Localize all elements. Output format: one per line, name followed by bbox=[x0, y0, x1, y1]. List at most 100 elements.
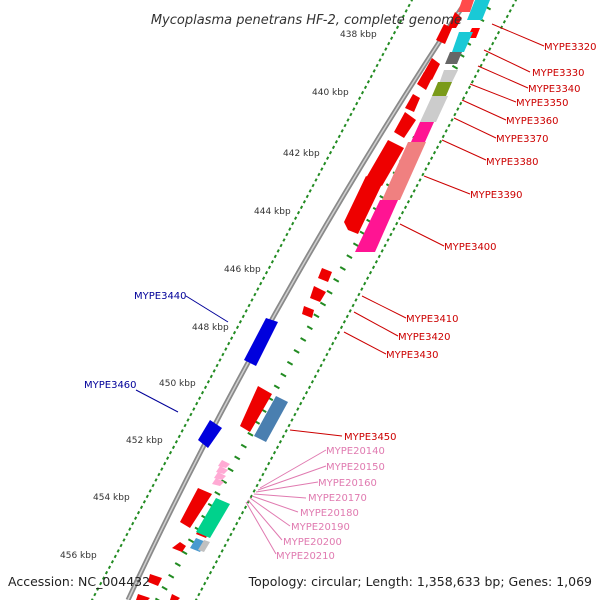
gene-arrow[interactable] bbox=[218, 460, 230, 468]
tick-dot bbox=[160, 467, 164, 471]
gene-label[interactable]: MYPE3330 bbox=[532, 68, 585, 79]
tick-dot bbox=[107, 565, 112, 570]
tick-dot bbox=[316, 369, 320, 373]
gene-arrow[interactable] bbox=[244, 318, 278, 366]
tick-dot bbox=[232, 527, 236, 531]
gene-label[interactable]: MYPE20170 bbox=[308, 493, 367, 504]
gene-label[interactable]: MYPE3320 bbox=[544, 42, 597, 53]
gene-arrow[interactable] bbox=[448, 12, 462, 28]
gene-label[interactable]: MYPE3410 bbox=[406, 314, 459, 325]
gene-label[interactable]: MYPE3370 bbox=[496, 134, 549, 145]
tick-dot bbox=[392, 227, 396, 231]
gene-arrow[interactable] bbox=[170, 594, 180, 600]
tick-dot bbox=[247, 303, 251, 308]
gene-arrow[interactable] bbox=[216, 466, 228, 474]
gene-label[interactable]: MYPE3430 bbox=[386, 350, 439, 361]
gene-label[interactable]: MYPE20180 bbox=[300, 508, 359, 519]
gene-arrow[interactable] bbox=[172, 542, 186, 552]
gene-label[interactable]: MYPE3420 bbox=[398, 332, 451, 343]
gene-arrow[interactable] bbox=[394, 112, 416, 138]
tick-dot bbox=[302, 396, 306, 400]
tick-dash bbox=[168, 573, 175, 579]
gene-label[interactable]: MYPE20190 bbox=[291, 522, 350, 533]
gene-labels-red: MYPE3320 MYPE3330 MYPE3340 MYPE3350 MYPE… bbox=[344, 42, 597, 443]
gene-arrow[interactable] bbox=[310, 286, 326, 302]
gene-arrow[interactable] bbox=[302, 306, 314, 318]
gene-arrow[interactable] bbox=[240, 386, 272, 432]
gene-block[interactable] bbox=[467, 0, 490, 20]
tick-dot bbox=[363, 85, 368, 90]
genome-backbone-highlight bbox=[127, 0, 468, 600]
gene-label[interactable]: MYPE3350 bbox=[516, 98, 569, 109]
kbp-label: 452 kbp bbox=[126, 436, 163, 446]
gene-arrow[interactable] bbox=[344, 176, 382, 234]
tick-dot bbox=[311, 183, 315, 188]
outer-tick-dots bbox=[90, 0, 414, 600]
gene-arrow[interactable] bbox=[212, 478, 224, 486]
gene-arrow[interactable] bbox=[405, 94, 420, 112]
tick-dot bbox=[116, 549, 120, 553]
tick-dot bbox=[387, 41, 391, 46]
gene-label[interactable]: MYPE3460 bbox=[84, 380, 137, 391]
tick-dot bbox=[261, 472, 265, 477]
tick-dot bbox=[238, 320, 242, 324]
gene-label[interactable]: MYPE20210 bbox=[276, 551, 335, 562]
gene-block[interactable] bbox=[196, 498, 230, 538]
gene-arrow[interactable] bbox=[318, 268, 332, 282]
gene-arrow[interactable] bbox=[148, 574, 162, 586]
tick-dot bbox=[90, 598, 94, 600]
pink-genes bbox=[212, 460, 230, 486]
gene-block[interactable] bbox=[458, 0, 474, 12]
gene-arrow[interactable] bbox=[214, 472, 226, 480]
gene-label[interactable]: MYPE20150 bbox=[326, 462, 385, 473]
gene-label[interactable]: MYPE3400 bbox=[444, 242, 497, 253]
gene-label[interactable]: MYPE3440 bbox=[134, 291, 187, 302]
gene-block[interactable] bbox=[254, 396, 288, 442]
gene-block[interactable] bbox=[452, 32, 473, 52]
tick-dot bbox=[441, 134, 445, 139]
tick-dot bbox=[110, 560, 114, 564]
tick-dot bbox=[299, 205, 304, 210]
tick-dot bbox=[281, 434, 285, 439]
tick-dot bbox=[491, 41, 495, 46]
tick-dot bbox=[151, 483, 155, 488]
tick-dash bbox=[187, 538, 195, 544]
gene-arrow[interactable] bbox=[136, 594, 150, 600]
tick-dot bbox=[467, 85, 472, 90]
kbp-label: 444 kbp bbox=[254, 207, 291, 217]
tick-dash bbox=[326, 289, 333, 295]
gene-label[interactable]: MYPE3340 bbox=[528, 84, 581, 95]
gene-arrow[interactable] bbox=[436, 24, 452, 44]
tick-dot bbox=[384, 47, 388, 51]
gene-label[interactable]: MYPE20200 bbox=[283, 537, 342, 548]
tick-dot bbox=[320, 167, 324, 171]
gene-block[interactable] bbox=[198, 540, 210, 552]
gene-arrow[interactable] bbox=[198, 420, 222, 448]
gene-block[interactable] bbox=[445, 52, 462, 64]
gene-block[interactable] bbox=[432, 82, 452, 96]
gene-label[interactable]: MYPE20160 bbox=[318, 478, 377, 489]
gene-arrow[interactable] bbox=[366, 140, 404, 186]
gene-label[interactable]: MYPE3380 bbox=[486, 157, 539, 168]
gene-label[interactable]: MYPE3450 bbox=[344, 432, 397, 443]
gene-arrow[interactable] bbox=[417, 72, 432, 90]
gene-arrow[interactable] bbox=[180, 488, 212, 528]
gene-block[interactable] bbox=[420, 96, 448, 122]
gene-block[interactable] bbox=[355, 200, 398, 252]
tick-dot bbox=[406, 200, 410, 204]
tick-dot bbox=[215, 363, 219, 368]
gene-block[interactable] bbox=[439, 70, 458, 84]
gene-label[interactable]: MYPE3390 bbox=[470, 190, 523, 201]
gene-block[interactable] bbox=[411, 122, 434, 142]
gene-label[interactable]: MYPE20140 bbox=[326, 446, 385, 457]
tick-dot bbox=[339, 325, 344, 330]
tick-dot bbox=[383, 243, 387, 248]
gene-block[interactable] bbox=[382, 142, 426, 200]
tick-dot bbox=[424, 167, 428, 171]
tick-dot bbox=[272, 450, 277, 455]
tick-dot bbox=[366, 276, 370, 280]
tick-dot bbox=[223, 543, 227, 548]
tick-dot bbox=[357, 292, 361, 297]
gene-label[interactable]: MYPE3360 bbox=[506, 116, 559, 127]
tick-dot bbox=[336, 330, 341, 335]
